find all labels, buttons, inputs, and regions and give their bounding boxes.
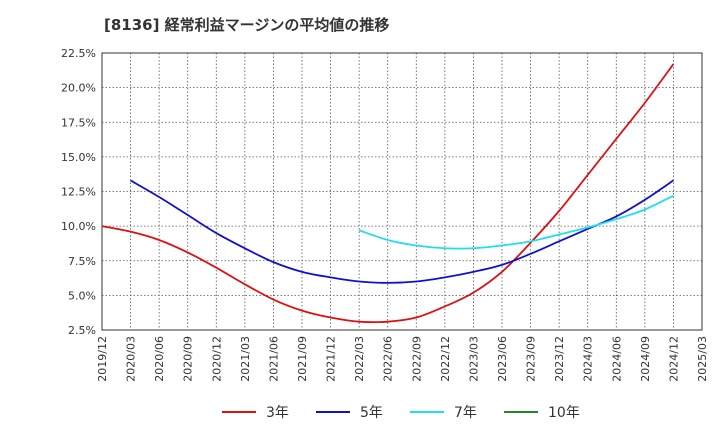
y-tick-label: 12.5% (61, 186, 96, 199)
x-tick-label: 2024/09 (639, 336, 652, 382)
x-tick-label: 2023/06 (496, 336, 509, 382)
x-tick-label: 2021/06 (267, 336, 280, 382)
x-tick-label: 2023/12 (553, 336, 566, 382)
legend-label-3: 7年 (454, 405, 477, 421)
series-line-2 (130, 179, 674, 284)
x-tick-label: 2021/03 (239, 336, 252, 382)
series-line-1 (101, 63, 675, 324)
x-tick-label: 2020/12 (210, 336, 223, 382)
plot-frame (101, 52, 703, 331)
x-tick-label: 2021/12 (325, 336, 338, 382)
x-tick-label: 2020/03 (125, 336, 138, 382)
x-tick-label: 2022/12 (439, 336, 452, 382)
x-tick-label: 2023/03 (467, 336, 480, 382)
y-tick-label: 20.0% (61, 82, 96, 95)
x-tick-label: 2024/03 (582, 336, 595, 382)
x-tick-label: 2021/09 (296, 336, 309, 382)
x-tick-label: 2022/09 (410, 336, 423, 382)
x-tick-label: 2020/06 (153, 336, 166, 382)
chart-title: [8136] 経常利益マージンの平均値の推移 (104, 16, 390, 34)
y-tick-label: 22.5% (61, 47, 96, 60)
legend-label-4: 10年 (548, 405, 580, 421)
x-tick-label: 2022/06 (382, 336, 395, 382)
y-tick-label: 2.5% (68, 324, 96, 337)
x-tick-label: 2025/03 (696, 336, 709, 382)
x-tick-label: 2023/09 (525, 336, 538, 382)
y-tick-label: 7.5% (68, 255, 96, 268)
y-tick-label: 17.5% (61, 116, 96, 129)
x-tick-label: 2024/06 (610, 336, 623, 382)
y-tick-label: 15.0% (61, 151, 96, 164)
plot-area (102, 53, 702, 330)
y-tick-label: 10.0% (61, 220, 96, 233)
legend-label-2: 5年 (360, 405, 383, 421)
x-tick-label: 2020/09 (182, 336, 195, 382)
x-tick-label: 2019/12 (96, 336, 109, 382)
x-tick-label: 2024/12 (667, 336, 680, 382)
y-tick-label: 5.0% (68, 289, 96, 302)
series-line-3 (358, 194, 674, 250)
x-tick-label: 2022/03 (353, 336, 366, 382)
legend-label-1: 3年 (266, 405, 289, 421)
